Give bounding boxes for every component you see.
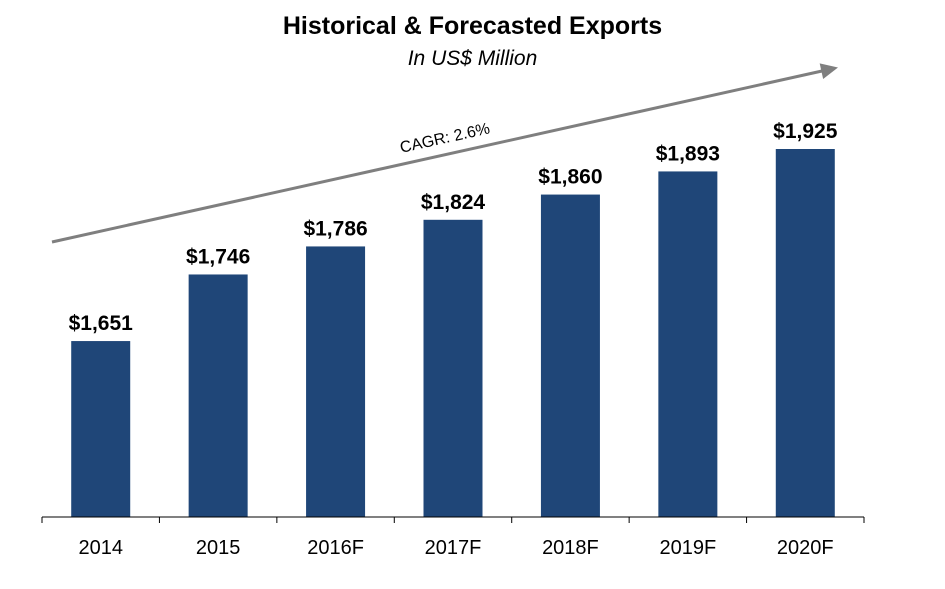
chart-title: Historical & Forecasted Exports — [282, 12, 663, 40]
bar-2014 — [71, 341, 131, 517]
data-label-2017F: $1,824 — [421, 191, 486, 214]
bar-2016F — [306, 246, 366, 518]
x-tick-label-2017F: 2017F — [425, 537, 482, 559]
chart-subtitle: In US$ Million — [407, 47, 538, 70]
data-label-2020F: $1,925 — [773, 120, 838, 143]
bar-2019F — [658, 171, 718, 517]
bar-2015 — [188, 274, 248, 517]
x-tick-label-2018F: 2018F — [542, 537, 599, 559]
cagr-label: CAGR: 2.6% — [398, 120, 491, 156]
bar-2018F — [540, 194, 600, 518]
cagr-arrow-head — [819, 63, 838, 79]
x-tick-label-2015: 2015 — [196, 537, 241, 559]
x-tick-label-2020F: 2020F — [777, 537, 834, 559]
x-tick-label-2016F: 2016F — [307, 537, 364, 559]
cagr-arrow-line — [51, 69, 823, 244]
bar-2017F — [423, 219, 483, 517]
data-label-2019F: $1,893 — [656, 142, 720, 165]
data-label-2018F: $1,860 — [538, 166, 602, 189]
data-label-2014: $1,651 — [69, 312, 134, 335]
x-tick-label-2014: 2014 — [78, 537, 123, 559]
data-label-2016F: $1,786 — [303, 217, 367, 240]
bar-2020F — [775, 149, 835, 517]
x-tick-label-2019F: 2019F — [659, 537, 716, 559]
data-label-2015: $1,746 — [186, 245, 250, 268]
